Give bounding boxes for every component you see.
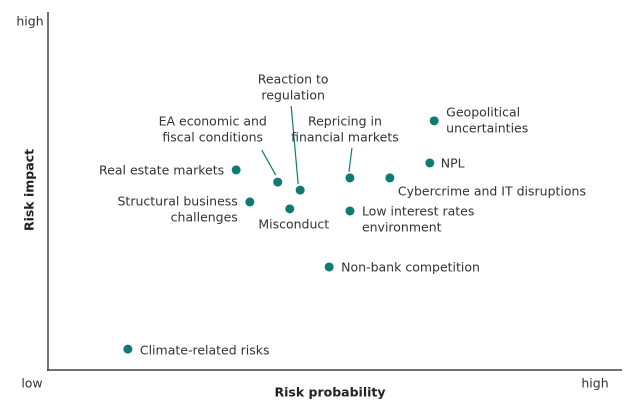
leader-line bbox=[261, 149, 277, 176]
point-label: uncertainties bbox=[446, 120, 528, 135]
x-axis-label: Risk probability bbox=[274, 385, 385, 400]
x-tick-label: low bbox=[21, 376, 42, 391]
point bbox=[231, 165, 241, 175]
point-label: EA economic and bbox=[159, 114, 267, 129]
point-label: challenges bbox=[171, 209, 238, 224]
leader-line bbox=[348, 147, 353, 172]
point-label: fiscal conditions bbox=[162, 130, 263, 145]
point bbox=[425, 158, 435, 168]
point-label: Misconduct bbox=[258, 216, 329, 231]
point bbox=[295, 185, 305, 195]
point bbox=[429, 116, 439, 126]
point-label: Repricing in bbox=[308, 113, 382, 128]
point-label: regulation bbox=[261, 88, 325, 103]
point bbox=[345, 173, 355, 183]
point-label: Geopolitical bbox=[446, 104, 520, 119]
point bbox=[245, 197, 255, 207]
point-label: environment bbox=[362, 219, 442, 234]
leader-line bbox=[290, 106, 299, 185]
point bbox=[285, 204, 295, 214]
y-tick-label: high bbox=[16, 14, 43, 29]
point bbox=[324, 262, 334, 272]
point bbox=[123, 344, 133, 354]
point-label: Low interest rates bbox=[362, 203, 474, 218]
point bbox=[385, 173, 395, 183]
point-label: Reaction to bbox=[258, 72, 329, 87]
point-label: Structural business bbox=[118, 193, 238, 208]
point-label: Non-bank competition bbox=[341, 259, 480, 274]
point bbox=[345, 206, 355, 216]
point-label: Real estate markets bbox=[99, 162, 224, 177]
y-axis-label: Risk impact bbox=[22, 149, 37, 231]
x-tick-label: high bbox=[581, 376, 608, 391]
point-label: NPL bbox=[441, 155, 465, 170]
point-label: financial markets bbox=[291, 129, 399, 144]
point-label: Climate-related risks bbox=[140, 343, 270, 358]
point-label: Cybercrime and IT disruptions bbox=[398, 183, 586, 198]
point bbox=[273, 177, 283, 187]
